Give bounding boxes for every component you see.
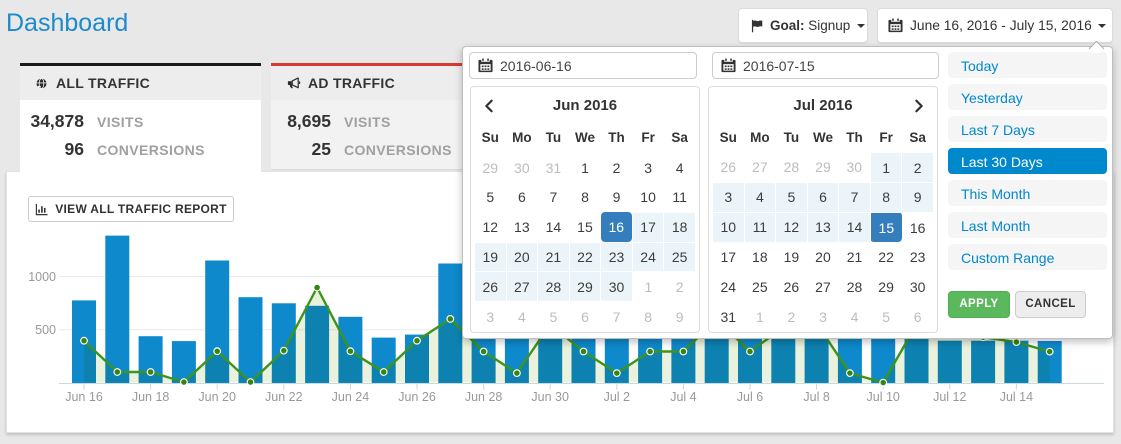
svg-text:Jun 18: Jun 18	[132, 390, 170, 404]
svg-text:Jun 30: Jun 30	[531, 390, 569, 404]
svg-text:500: 500	[35, 323, 56, 337]
svg-text:1000: 1000	[28, 270, 56, 284]
svg-text:Jul 12: Jul 12	[933, 390, 966, 404]
svg-text:Jun 28: Jun 28	[465, 390, 503, 404]
svg-text:Jul 8: Jul 8	[803, 390, 829, 404]
svg-text:Jul 6: Jul 6	[737, 390, 763, 404]
svg-text:Jun 22: Jun 22	[265, 390, 303, 404]
svg-text:Jun 24: Jun 24	[332, 390, 370, 404]
svg-text:Jul 4: Jul 4	[670, 390, 696, 404]
svg-text:Jul 14: Jul 14	[1000, 390, 1033, 404]
svg-text:Jul 10: Jul 10	[867, 390, 900, 404]
svg-text:Jun 16: Jun 16	[65, 390, 103, 404]
svg-text:Jul 2: Jul 2	[604, 390, 630, 404]
svg-text:Jun 20: Jun 20	[198, 390, 236, 404]
svg-text:Jun 26: Jun 26	[398, 390, 436, 404]
